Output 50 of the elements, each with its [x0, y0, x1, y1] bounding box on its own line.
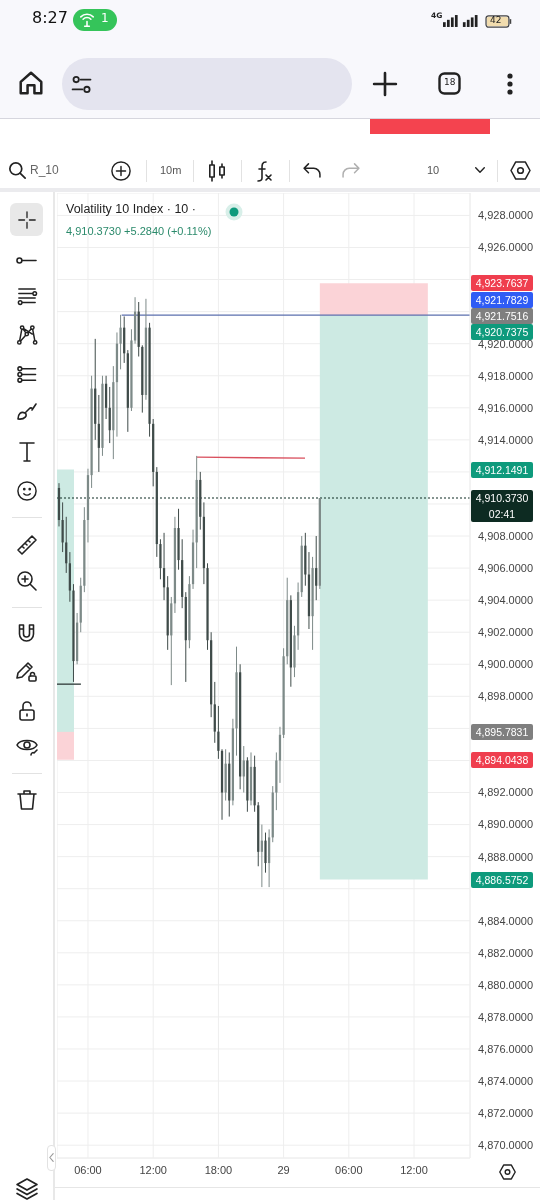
y-tick-label: 4,880.0000: [478, 978, 534, 991]
text: 4,910.3730 +5.2840 (+0.11%): [66, 225, 212, 238]
text: 42: [490, 15, 502, 25]
text: 1: [101, 11, 109, 25]
y-tick-label: 4,916.0000: [478, 401, 534, 414]
text: 4,923.7637: [471, 275, 533, 292]
y-tick-label: 4,928.0000: [478, 209, 534, 222]
ref-line-label: 4,910.3730: [474, 491, 530, 506]
x-tick-label: 18:00: [204, 1163, 233, 1176]
text: 4,894.0438: [471, 751, 533, 768]
x-tick-label: 29: [277, 1163, 290, 1176]
y-tick-label: 4,900.0000: [478, 658, 534, 671]
text: 4,920.7375: [471, 323, 533, 340]
text: R_10: [30, 163, 59, 177]
text: 4,912.1491: [471, 461, 533, 478]
text: 4,921.7829: [471, 291, 533, 308]
y-tick-label: 4,908.0000: [478, 529, 534, 542]
candlestick: [315, 535, 318, 601]
y-tick-label: 4,926.0000: [478, 241, 534, 254]
text: 4,921.7516: [471, 307, 533, 324]
y-tick-label: 4,870.0000: [478, 1139, 534, 1152]
y-tick-label: 4,872.0000: [478, 1107, 534, 1120]
x-tick-label: 06:00: [335, 1163, 363, 1176]
y-tick-label: 4,920.0000: [478, 337, 534, 350]
y-tick-label: 4,874.0000: [478, 1074, 534, 1087]
y-tick-label: 4,902.0000: [478, 626, 534, 639]
text: 4,895.7831: [471, 723, 533, 740]
y-tick-label: 4,878.0000: [478, 1010, 534, 1023]
text: Volatility 10 Index · 10 ·: [66, 202, 196, 217]
y-tick-label: 4,906.0000: [478, 562, 534, 574]
text: 10: [427, 164, 440, 176]
y-tick-label: 4,904.0000: [478, 594, 534, 607]
y-tick-label: 4,918.0000: [478, 369, 534, 382]
text: 4,886.5752: [471, 871, 533, 888]
x-tick-label: 06:00: [74, 1163, 102, 1176]
y-tick-label: 4,882.0000: [478, 946, 534, 959]
y-tick-label: 4,890.0000: [478, 818, 534, 831]
text: 18: [444, 77, 456, 87]
y-tick-label: 4,884.0000: [478, 914, 534, 927]
y-tick-label: 4,876.0000: [478, 1042, 534, 1055]
y-tick-label: 4,892.0000: [478, 786, 534, 799]
x-tick-label: 12:00: [400, 1163, 428, 1176]
y-tick-label: 4,898.0000: [478, 690, 534, 703]
text: 10m: [160, 164, 182, 176]
text: 02:41: [487, 507, 517, 522]
x-tick-label: 12:00: [139, 1163, 167, 1176]
y-tick-label: 4,888.0000: [478, 850, 534, 863]
y-tick-label: 4,914.0000: [478, 433, 534, 446]
candlestick: [264, 832, 267, 874]
text: 8:27: [32, 8, 68, 27]
